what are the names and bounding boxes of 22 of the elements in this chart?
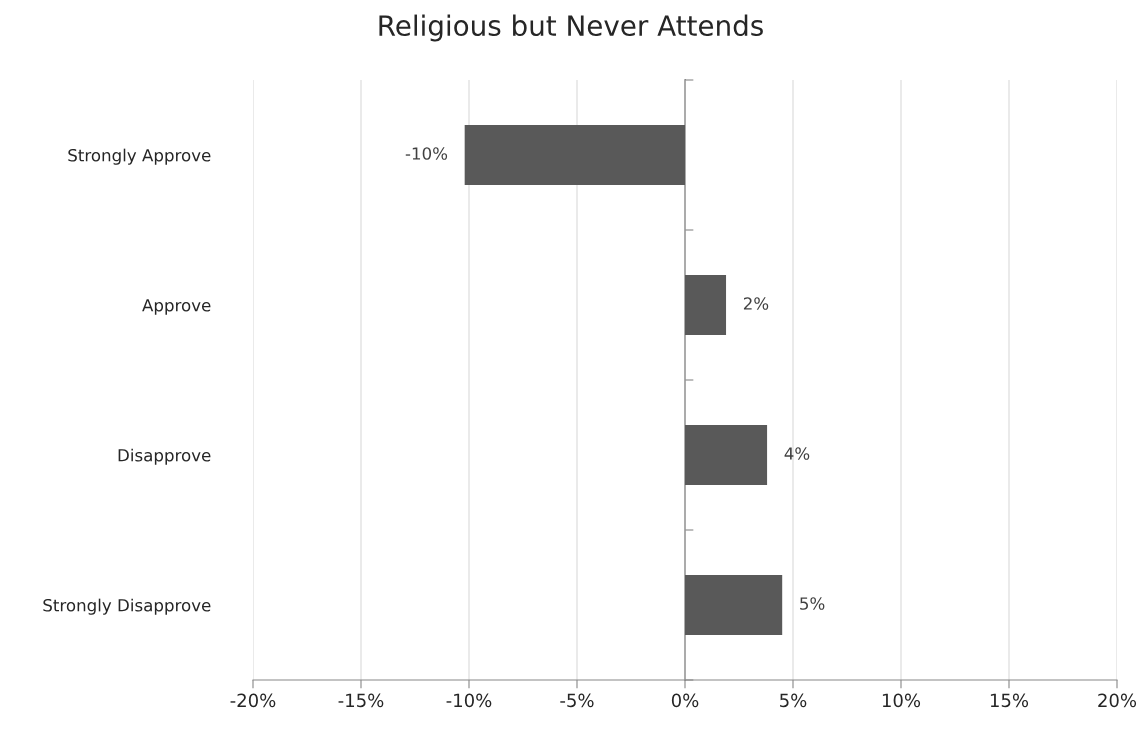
data-label: 2%: [743, 297, 769, 310]
x-tick-label: -20%: [230, 693, 276, 708]
y-tick-label: Disapprove: [118, 448, 211, 465]
x-tick-label: 0%: [671, 693, 699, 708]
bar: [685, 275, 727, 335]
bar: [685, 425, 768, 485]
data-label: 5%: [800, 597, 825, 610]
x-tick-label: 5%: [780, 693, 807, 708]
y-tick-label: Strongly Approve: [68, 148, 211, 165]
bar: [464, 125, 685, 185]
x-tick-label: -5%: [560, 693, 594, 708]
x-tick-label: -15%: [338, 693, 384, 708]
y-tick-label: Strongly Disapprove: [43, 598, 211, 615]
bar: [685, 575, 783, 635]
data-label: -10%: [405, 147, 448, 160]
data-label: 4%: [784, 447, 810, 460]
x-tick-label: 20%: [1098, 693, 1137, 708]
x-tick-label: 10%: [882, 693, 921, 708]
x-tick-label: -10%: [446, 693, 492, 708]
x-tick-label: 15%: [990, 693, 1029, 708]
y-tick-label: Approve: [142, 299, 211, 315]
chart-title: Religious but Never Attends: [379, 14, 763, 42]
